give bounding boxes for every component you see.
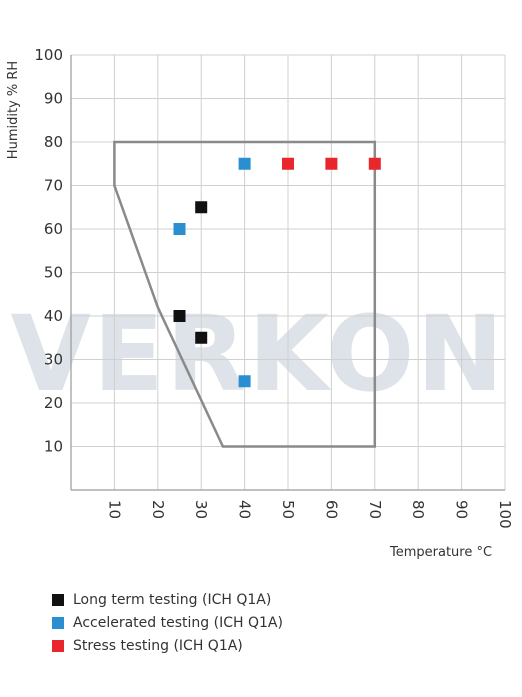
x-tick-label: 30: [192, 500, 210, 519]
watermark-text: VERKON: [11, 293, 506, 415]
data-point: [238, 157, 251, 170]
x-tick-label: 60: [322, 500, 340, 519]
legend-swatch: [52, 616, 64, 629]
legend-item: Accelerated testing (ICH Q1A): [52, 611, 283, 634]
y-tick-label: 40: [44, 307, 63, 325]
data-point: [282, 157, 294, 170]
data-point: [238, 375, 251, 388]
legend-label: Long term testing (ICH Q1A): [73, 591, 272, 608]
y-tick-label: 80: [44, 133, 63, 151]
y-tick-label: 50: [44, 264, 63, 282]
legend: Long term testing (ICH Q1A) Accelerated t…: [52, 588, 283, 657]
x-tick-label: 100: [496, 500, 514, 529]
x-tick-label: 40: [236, 500, 254, 519]
y-tick-label: 100: [34, 46, 63, 64]
x-tick-label: 70: [366, 500, 384, 519]
y-tick-label: 70: [44, 177, 63, 195]
x-axis-title: Temperature °C: [389, 545, 492, 560]
climate-range-region: [113, 140, 377, 448]
x-tick-label: 80: [409, 500, 427, 519]
grid: [70, 54, 506, 491]
data-point: [368, 157, 381, 170]
legend-item: Long term testing (ICH Q1A): [52, 588, 283, 611]
x-tick-label: 50: [279, 500, 297, 519]
legend-swatch: [52, 639, 64, 652]
y-tick-label: 60: [44, 220, 63, 238]
y-tick-label: 10: [44, 438, 63, 456]
data-point: [325, 157, 338, 170]
x-tick-label: 20: [149, 500, 167, 519]
chart: VERKON 10 20 30 40 50 60 70 80 90 100 10 20 30 40 50 60…: [6, 46, 514, 560]
data-point: [173, 223, 186, 235]
legend-label: Stress testing (ICH Q1A): [73, 637, 243, 654]
data-point: [195, 201, 208, 214]
y-tick-label: 30: [44, 351, 63, 369]
legend-item: Stress testing (ICH Q1A): [52, 634, 283, 657]
x-tick-label: 90: [453, 500, 471, 519]
data-point: [173, 310, 186, 322]
y-tick-label: 90: [44, 90, 63, 108]
legend-label: Accelerated testing (ICH Q1A): [73, 614, 283, 631]
y-axis-title: Humidity % RH: [6, 61, 21, 159]
legend-swatch: [52, 593, 64, 606]
data-point: [195, 331, 208, 344]
y-tick-label: 20: [44, 394, 63, 412]
x-tick-label: 10: [105, 500, 123, 519]
